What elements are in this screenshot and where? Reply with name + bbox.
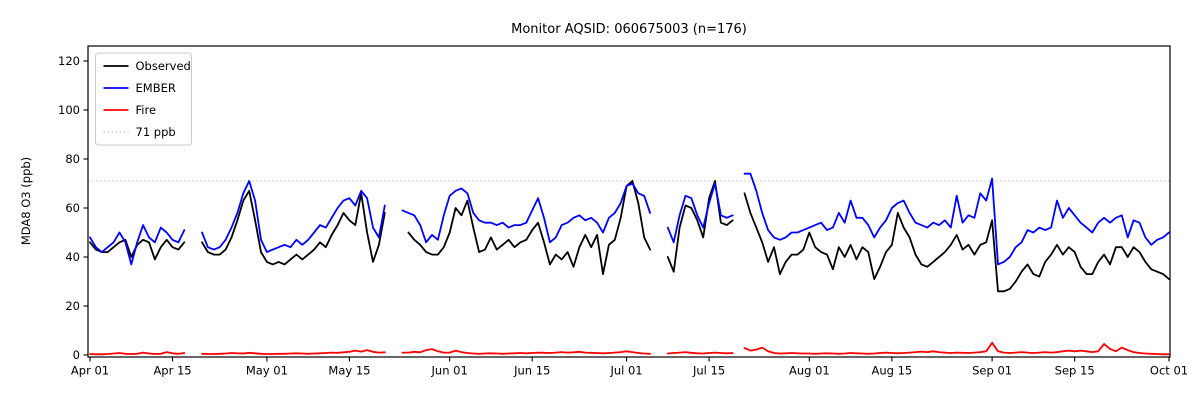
y-tick-label: 120 bbox=[58, 54, 80, 68]
axis-ticks-group: Apr 01 Apr 15 May 01 May 15 Jun 01 Jun 15 Jul … bbox=[58, 54, 1188, 378]
x-tick-label: Jul 15 bbox=[692, 364, 725, 378]
series-line-observed bbox=[89, 180, 1170, 293]
x-tick-label: Sep 15 bbox=[1055, 364, 1095, 378]
y-tick-label: 20 bbox=[65, 299, 80, 313]
legend-box bbox=[95, 52, 192, 146]
x-tick-label: Jun 15 bbox=[513, 364, 550, 378]
x-tick-label: Oct 01 bbox=[1150, 364, 1188, 378]
legend-group: Observed EMBER Fire 71 ppb bbox=[95, 52, 192, 146]
axes-frame-group bbox=[87, 45, 1171, 358]
y-tick-label: 100 bbox=[58, 103, 80, 117]
legend-label: EMBER bbox=[136, 81, 176, 95]
x-tick-label: May 01 bbox=[246, 364, 288, 378]
series-lines-group bbox=[89, 172, 1170, 356]
x-tick-label: Jun 01 bbox=[431, 364, 468, 378]
x-tick-label: May 15 bbox=[328, 364, 370, 378]
legend-label: 71 ppb bbox=[136, 125, 176, 139]
x-tick-label: Jul 01 bbox=[609, 364, 642, 378]
x-tick-label: Aug 15 bbox=[872, 364, 913, 378]
chart-title: Monitor AQSID: 060675003 (n=176) bbox=[511, 22, 747, 37]
y-axis-label: MDA8 O3 (ppb) bbox=[19, 157, 33, 245]
legend-label: Observed bbox=[136, 59, 191, 73]
x-tick-label: Aug 01 bbox=[789, 364, 830, 378]
legend-label: Fire bbox=[136, 103, 157, 117]
x-tick-label: Apr 15 bbox=[153, 364, 191, 378]
y-tick-label: 40 bbox=[65, 250, 80, 264]
x-tick-label: Apr 01 bbox=[71, 364, 109, 378]
series-line-ember bbox=[89, 172, 1170, 266]
plot-border bbox=[87, 45, 1171, 358]
series-line-fire bbox=[89, 341, 1170, 356]
y-tick-label: 0 bbox=[73, 348, 80, 362]
y-tick-label: 60 bbox=[65, 201, 80, 215]
y-tick-label: 80 bbox=[65, 152, 80, 166]
x-tick-label: Sep 01 bbox=[972, 364, 1012, 378]
